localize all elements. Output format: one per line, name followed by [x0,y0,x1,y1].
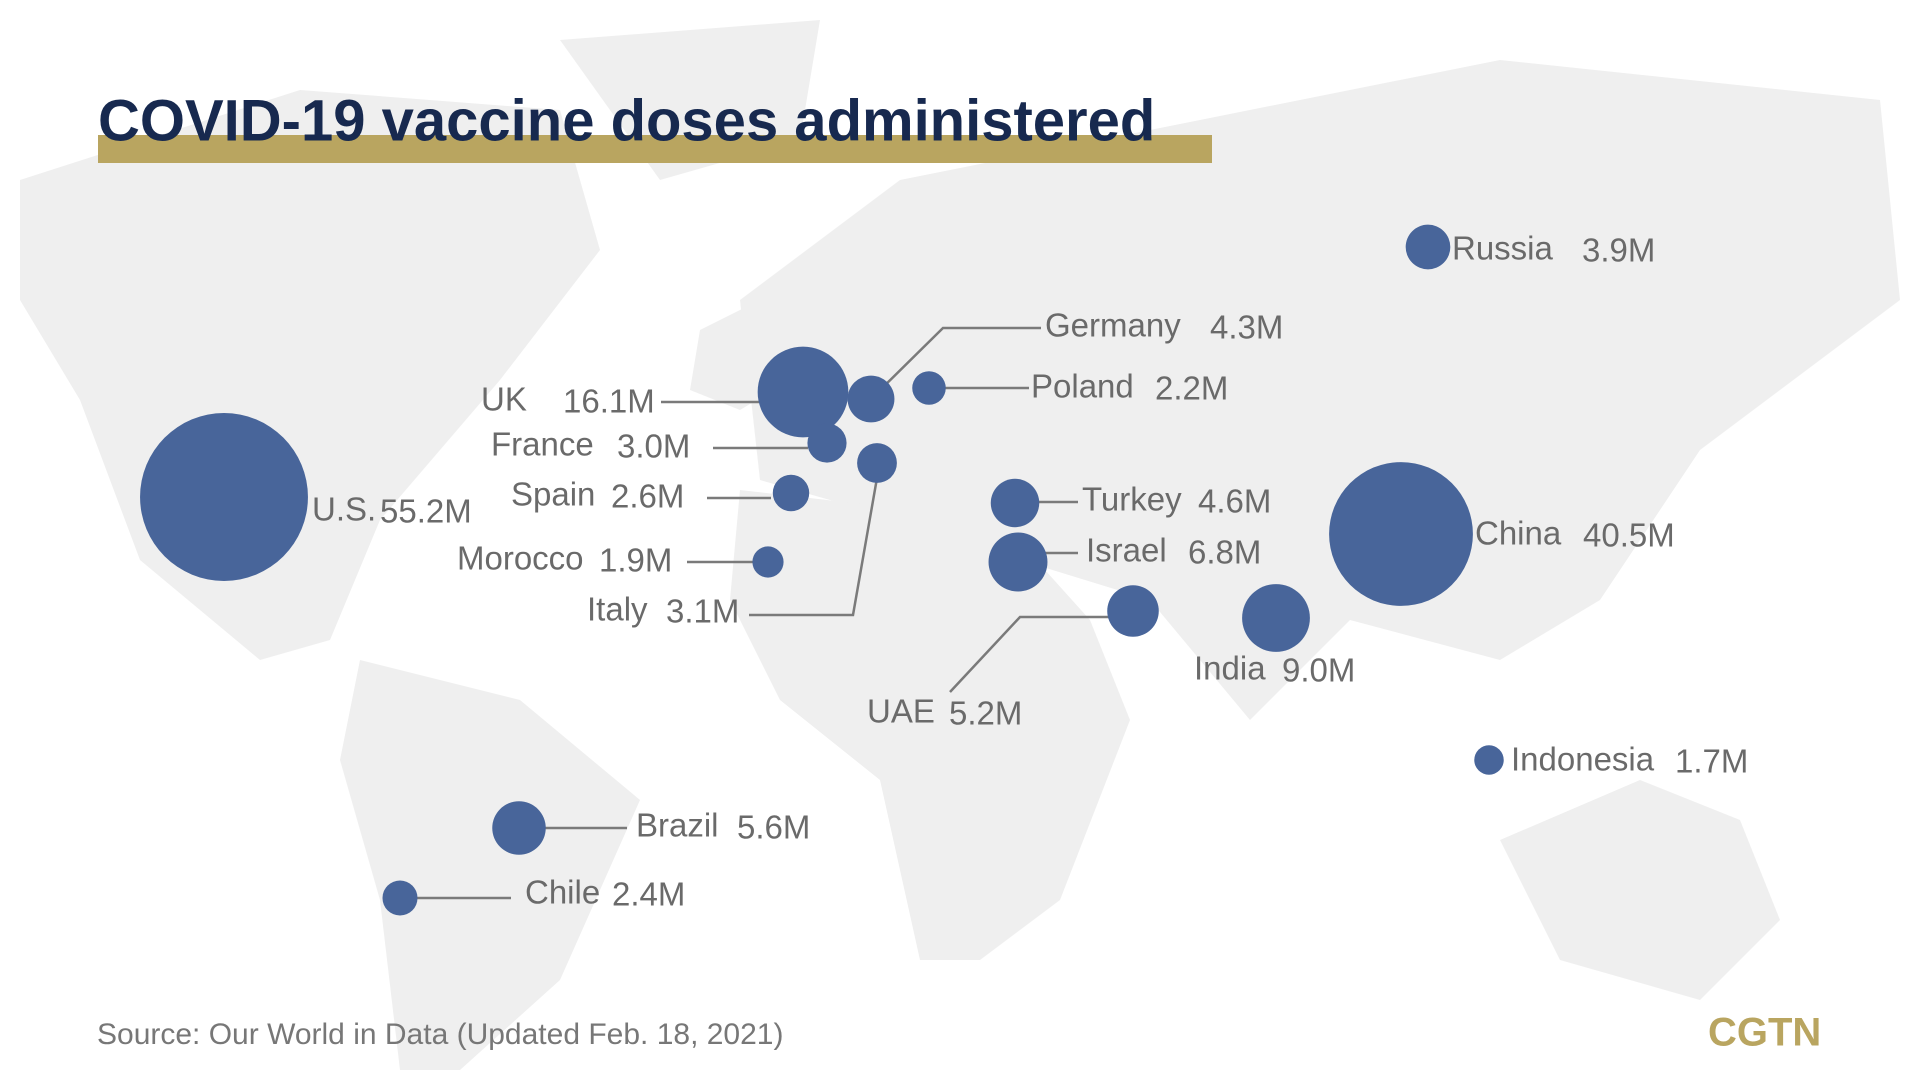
value-label: 16.1M [563,383,655,420]
country-label: Russia [1452,230,1554,267]
source: Source: Our World in Data (Updated Feb. … [97,1018,783,1051]
value-label: 3.9M [1582,232,1655,269]
bubble [752,546,784,578]
value-label: 5.2M [949,695,1022,732]
value-label: 2.2M [1155,370,1228,407]
bubble [1405,224,1451,270]
bubble [807,423,847,463]
country-label: Poland [1031,368,1134,405]
value-label: 6.8M [1188,534,1261,571]
country-label: Indonesia [1511,741,1655,778]
bubble [757,346,849,438]
value-label: 3.1M [666,593,739,630]
country-label: Spain [511,476,595,513]
bubble [772,474,810,512]
country-label: U.S. [312,491,376,528]
country-label: Israel [1086,532,1167,569]
bubble [990,478,1040,528]
country-label: Morocco [457,540,584,577]
country-label: Brazil [636,807,719,844]
country-label: India [1194,650,1266,687]
value-label: 40.5M [1583,517,1675,554]
country-label: UK [481,381,527,418]
bubble [1329,462,1473,606]
bubble [492,801,546,855]
title-underline [98,135,1212,163]
bubble [140,413,308,581]
value-label: 55.2M [380,493,472,530]
country-label: China [1475,515,1562,552]
country-label: France [491,426,594,463]
value-label: 3.0M [617,428,690,465]
chart-title: COVID-19 vaccine doses administered [98,88,1155,153]
bubble [857,443,897,483]
bubble [1107,585,1159,637]
bubble [912,371,946,405]
leader-line [949,615,1128,693]
brand: CGTN [1708,1011,1821,1055]
bubble [1474,745,1504,775]
bubble [1242,584,1310,652]
value-label: 1.7M [1675,743,1748,780]
bubble [382,880,418,916]
bubble [988,532,1048,592]
value-label: 9.0M [1282,652,1355,689]
country-label: Germany [1045,307,1181,344]
country-label: Turkey [1082,481,1182,518]
country-label: Italy [587,591,648,628]
bubble [847,375,895,423]
country-label: Chile [525,874,600,911]
country-label: UAE [867,693,935,730]
value-label: 4.3M [1210,309,1283,346]
value-label: 4.6M [1198,483,1271,520]
leader-line [870,326,1041,400]
value-label: 2.4M [612,876,685,913]
value-label: 2.6M [611,478,684,515]
value-label: 5.6M [737,809,810,846]
value-label: 1.9M [599,542,672,579]
leader-line [749,477,879,617]
